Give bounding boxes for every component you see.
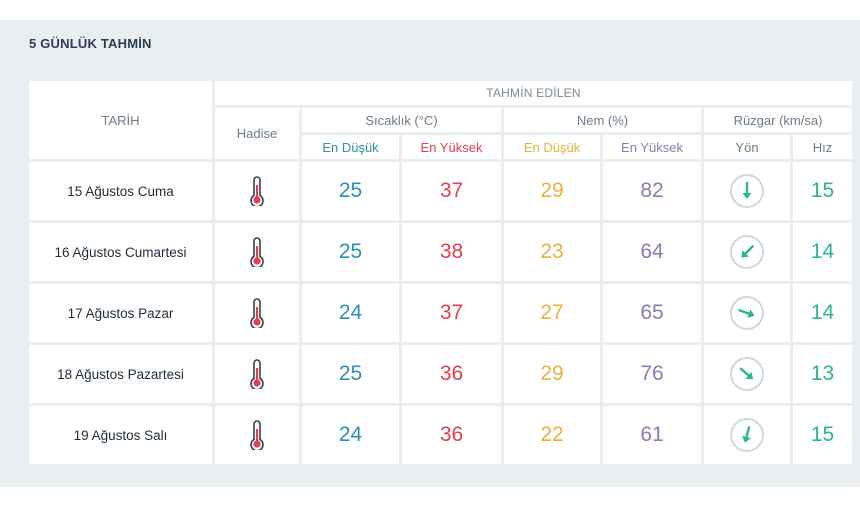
- row-wind-dir: [704, 345, 790, 403]
- arrow-south-icon: [729, 173, 765, 209]
- row-hum-min: 29: [504, 345, 600, 403]
- header-sicaklik: Sıcaklık (°C): [302, 108, 501, 132]
- row-temp-min: 25: [302, 162, 399, 220]
- thermometer-icon: [248, 176, 266, 208]
- thermometer-icon: [248, 359, 266, 391]
- row-temp-min: 24: [302, 406, 399, 464]
- row-wind-speed: 14: [793, 284, 852, 342]
- table-row: 18 Ağustos Pazartesi 25 36 29 76 13: [29, 345, 852, 403]
- row-hum-max: 61: [603, 406, 701, 464]
- arrow-south-southwest-icon: [729, 417, 765, 453]
- row-date: 15 Ağustos Cuma: [29, 162, 212, 220]
- arrow-southeast-icon: [729, 356, 765, 392]
- row-temp-max: 38: [402, 223, 501, 281]
- row-hadise: [215, 345, 299, 403]
- row-date: 19 Ağustos Salı: [29, 406, 212, 464]
- row-date: 18 Ağustos Pazartesi: [29, 345, 212, 403]
- row-hum-max: 64: [603, 223, 701, 281]
- row-hum-min: 29: [504, 162, 600, 220]
- row-temp-max: 37: [402, 284, 501, 342]
- row-wind-speed: 15: [793, 406, 852, 464]
- row-date: 16 Ağustos Cumartesi: [29, 223, 212, 281]
- thermometer-icon: [248, 237, 266, 269]
- row-hadise: [215, 284, 299, 342]
- header-nem: Nem (%): [504, 108, 701, 132]
- row-hum-max: 82: [603, 162, 701, 220]
- table-row: 17 Ağustos Pazar 24 37 27 65 14: [29, 284, 852, 342]
- table-row: 19 Ağustos Salı 24 36 22 61 15: [29, 406, 852, 464]
- top-strip: [0, 0, 860, 21]
- section-title: 5 GÜNLÜK TAHMİN: [29, 36, 152, 51]
- row-hum-min: 27: [504, 284, 600, 342]
- row-hadise: [215, 162, 299, 220]
- row-temp-max: 36: [402, 345, 501, 403]
- row-wind-dir: [704, 223, 790, 281]
- table-row: 15 Ağustos Cuma 25 37 29 82 15: [29, 162, 852, 220]
- header-ruzgar: Rüzgar (km/sa): [704, 108, 852, 132]
- header-hum-min: En Düşük: [504, 135, 600, 159]
- row-temp-min: 25: [302, 223, 399, 281]
- bottom-strip: [0, 487, 860, 505]
- row-date: 17 Ağustos Pazar: [29, 284, 212, 342]
- row-wind-dir: [704, 406, 790, 464]
- row-temp-min: 25: [302, 345, 399, 403]
- table-row: 16 Ağustos Cumartesi 25 38 23 64 14: [29, 223, 852, 281]
- arrow-east-southeast-icon: [729, 295, 765, 331]
- header-hiz: Hız: [793, 135, 852, 159]
- arrow-southwest-icon: [729, 234, 765, 270]
- row-wind-dir: [704, 284, 790, 342]
- row-temp-max: 37: [402, 162, 501, 220]
- header-temp-max: En Yüksek: [402, 135, 501, 159]
- forecast-table: TARİH TAHMİN EDİLEN Hadise Sıcaklık (°C)…: [26, 78, 855, 467]
- header-hadise: Hadise: [215, 108, 299, 159]
- header-tahmin-edilen: TAHMİN EDİLEN: [215, 81, 852, 105]
- row-hadise: [215, 223, 299, 281]
- row-temp-min: 24: [302, 284, 399, 342]
- row-hum-max: 76: [603, 345, 701, 403]
- row-temp-max: 36: [402, 406, 501, 464]
- header-yon: Yön: [704, 135, 790, 159]
- header-temp-min: En Düşük: [302, 135, 399, 159]
- row-wind-speed: 15: [793, 162, 852, 220]
- row-wind-speed: 14: [793, 223, 852, 281]
- row-hum-min: 22: [504, 406, 600, 464]
- thermometer-icon: [248, 420, 266, 452]
- thermometer-icon: [248, 298, 266, 330]
- header-hum-max: En Yüksek: [603, 135, 701, 159]
- row-hum-max: 65: [603, 284, 701, 342]
- row-hum-min: 23: [504, 223, 600, 281]
- row-hadise: [215, 406, 299, 464]
- row-wind-dir: [704, 162, 790, 220]
- header-tarih: TARİH: [29, 81, 212, 159]
- row-wind-speed: 13: [793, 345, 852, 403]
